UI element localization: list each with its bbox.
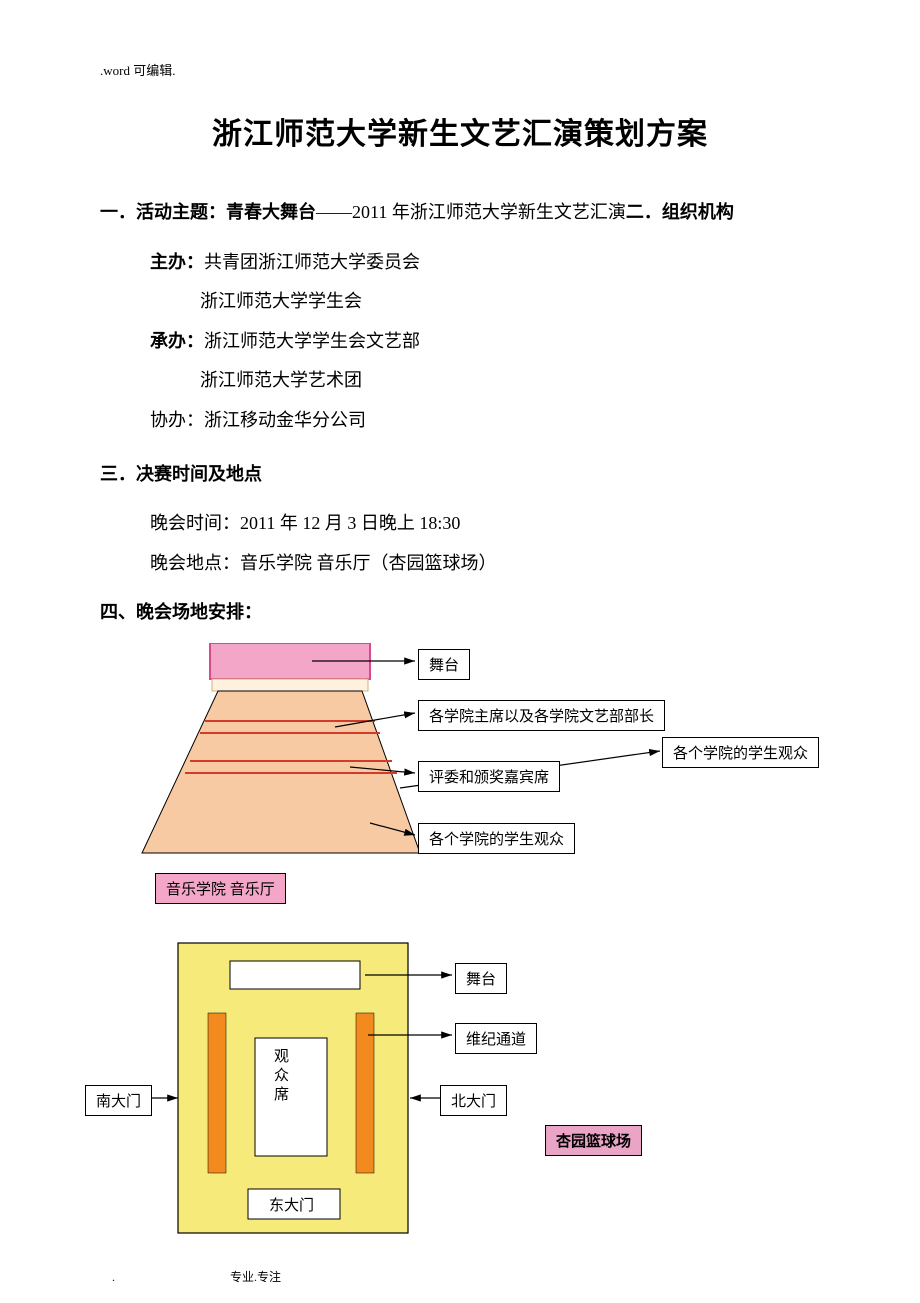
section-1-heading: 一．活动主题：青春大舞台——2011 年浙江师范大学新生文艺汇演二．组织机构 xyxy=(100,193,820,233)
venue-diagram: 舞台 各学院主席以及各学院文艺部部长 评委和颁奖嘉宾席 各个学院的学生观众 各个… xyxy=(100,643,820,1263)
section-4-heading: 四、晚会场地安排： xyxy=(100,593,820,633)
footer-center: 专业.专注 xyxy=(230,1268,281,1285)
org-co-line: 协办：浙江移动金华分公司 xyxy=(100,401,820,441)
d2-label-corridor: 维纪通道 xyxy=(455,1023,537,1054)
d2-audience xyxy=(255,1038,327,1156)
org-und-label: 承办： xyxy=(150,331,204,351)
org-co-label: 协办： xyxy=(150,410,204,430)
d2-label-east: 东大门 xyxy=(269,1194,314,1215)
s1-b: ——2011 年浙江师范大学新生文艺汇演 xyxy=(316,202,626,222)
d2-bar-left xyxy=(208,1013,226,1173)
org-und-line1: 承办：浙江师范大学学生会文艺部 xyxy=(100,322,820,362)
d2-label-south: 南大门 xyxy=(85,1085,152,1116)
d2-label-north: 北大门 xyxy=(440,1085,507,1116)
org-host-line1: 主办：共青团浙江师范大学委员会 xyxy=(100,243,820,283)
footer-left: . xyxy=(112,1270,115,1285)
s3-time: 晚会时间：2011 年 12 月 3 日晚上 18:30 xyxy=(100,504,820,544)
d1-stage-floor xyxy=(212,679,368,691)
diagram-svg xyxy=(100,643,820,1263)
d2-label-audience: 观众席 xyxy=(270,1048,291,1105)
d1-label-row2: 评委和颁奖嘉宾席 xyxy=(418,761,560,792)
s3-place: 晚会地点：音乐学院 音乐厅（杏园篮球场） xyxy=(100,544,820,584)
org-host-label: 主办： xyxy=(150,252,204,272)
org-host1: 共青团浙江师范大学委员会 xyxy=(204,252,420,272)
org-co1: 浙江移动金华分公司 xyxy=(204,410,366,430)
d2-stage xyxy=(230,961,360,989)
d1-label-row3: 各个学院的学生观众 xyxy=(418,823,575,854)
s1-a: 一．活动主题：青春大舞台 xyxy=(100,202,316,222)
header-note: .word 可编辑. xyxy=(100,60,820,79)
d1-venue-label: 音乐学院 音乐厅 xyxy=(155,873,286,904)
d2-label-stage: 舞台 xyxy=(455,963,507,994)
section-3-heading: 三．决赛时间及地点 xyxy=(100,455,820,495)
org-und-line2: 浙江师范大学艺术团 xyxy=(100,361,820,401)
d2-bar-right xyxy=(356,1013,374,1173)
d1-label-stage: 舞台 xyxy=(418,649,470,680)
d1-label-row1: 各学院主席以及各学院文艺部部长 xyxy=(418,700,665,731)
page-title: 浙江师范大学新生文艺汇演策划方案 xyxy=(100,109,820,153)
org-host-line2: 浙江师范大学学生会 xyxy=(100,282,820,322)
d2-venue-label: 杏园篮球场 xyxy=(545,1125,642,1156)
d1-label-side: 各个学院的学生观众 xyxy=(662,737,819,768)
org-und1: 浙江师范大学学生会文艺部 xyxy=(204,331,420,351)
s1-c: 二．组织机构 xyxy=(626,202,734,222)
